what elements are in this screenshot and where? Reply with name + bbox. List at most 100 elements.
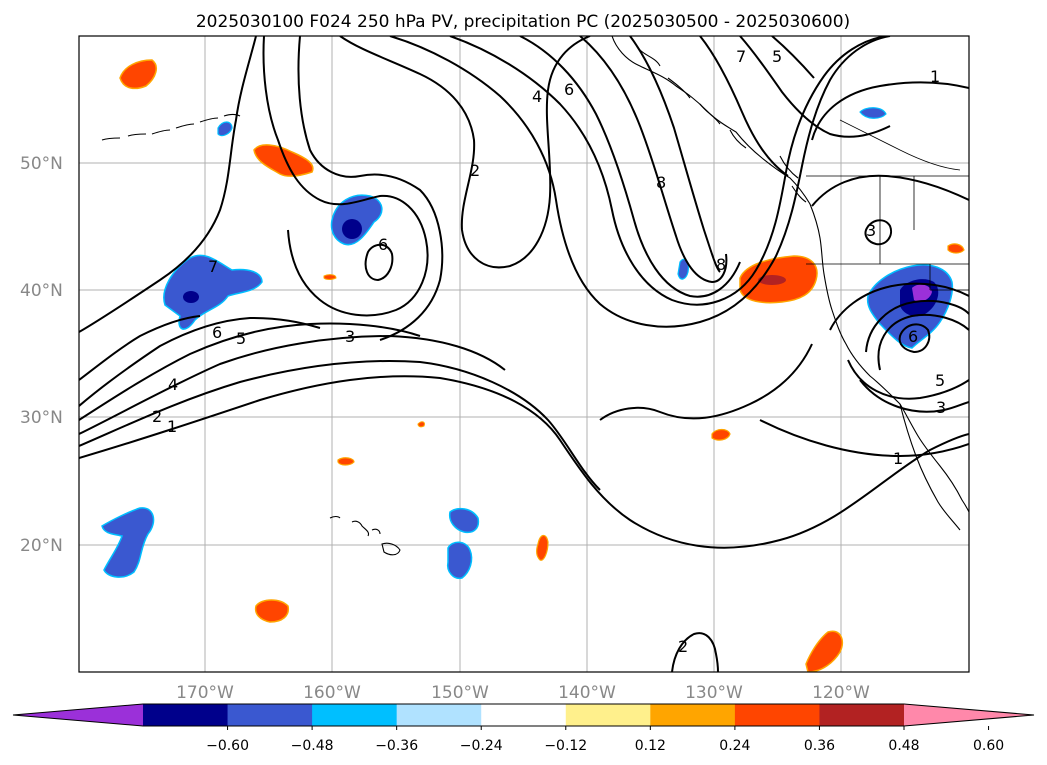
lat-label-50n: 50°N: [20, 154, 63, 174]
contour-4-main: [389, 36, 891, 328]
colorbar-segment: [481, 704, 567, 726]
colorbar: −0.60 −0.48 −0.36 −0.24 −0.12 0.12 0.24 0.36 0.4…: [12, 703, 1035, 754]
lon-label-160w: 160°W: [303, 683, 361, 703]
lat-label-40n: 40°N: [20, 281, 63, 301]
latitude-labels: 20°N 30°N 40°N 50°N: [20, 154, 63, 556]
colorbar-tick-label: 0.12: [635, 738, 666, 754]
pv-contours: [79, 36, 969, 672]
contour-cutoff-3: [847, 359, 969, 400]
lon-label-140w: 140°W: [558, 683, 616, 703]
contour-cutoff-4: [859, 379, 969, 413]
colorbar-tick-label: −0.48: [291, 738, 334, 754]
map-title: 2025030100 F024 250 hPa PV, precipitatio…: [196, 12, 850, 32]
lon-label-170w: 170°W: [176, 683, 234, 703]
contour-trough-west: [297, 36, 444, 341]
precip-neg-area-1: [163, 254, 263, 330]
contour-label: 1: [930, 67, 940, 86]
contour-label: 4: [532, 87, 542, 106]
colorbar-segment: [143, 704, 229, 726]
precip-neg-area-5: [446, 541, 473, 580]
aleutian-islands: [101, 113, 241, 141]
precip-pos-area-5: [805, 630, 844, 672]
colorbar-segment: [650, 704, 736, 726]
alaska-islands: [639, 49, 747, 149]
contour-cutoff-outer: [829, 282, 969, 331]
contour-label: 6: [212, 323, 222, 342]
contour-1-north: [811, 81, 969, 141]
contour-2-central: [339, 36, 591, 269]
precip-pos-area-8: [337, 457, 355, 466]
colorbar-extend-low: [13, 704, 143, 726]
colorbar-tick-label: −0.24: [460, 738, 503, 754]
precip-neg-area-6: [217, 121, 233, 137]
colorbar-tick-label: 0.48: [888, 738, 919, 754]
contour-6-main: [519, 36, 741, 298]
contour-5-north: [771, 36, 815, 79]
precip-neg-area-7: [859, 107, 887, 119]
contour-label: 1: [893, 449, 903, 468]
precip-neg-extreme-9: [912, 284, 932, 302]
colorbar-tick-label: 0.60: [973, 738, 1004, 754]
contour-label: 2: [152, 407, 162, 426]
contour-label: 3: [345, 327, 355, 346]
contour-label: 3: [866, 221, 876, 240]
colorbar-segment: [819, 704, 905, 726]
contour-4-south: [79, 322, 421, 421]
colorbar-segment: [396, 704, 482, 726]
precip-pos-core-3: [758, 275, 786, 285]
colorbar-tick-label: −0.36: [375, 738, 418, 754]
contour-2-south: [79, 360, 601, 491]
baja-california-coast: [899, 403, 961, 531]
map-area: [79, 36, 969, 672]
contour-label: 3: [936, 398, 946, 417]
precip-neg-area-3: [101, 507, 155, 578]
contour-label: 2: [678, 637, 688, 656]
hawaii-islands: [329, 515, 401, 556]
contour-ridge-loop: [262, 36, 429, 317]
colorbar-tick-label: −0.60: [206, 738, 249, 754]
colorbar-outline: [12, 703, 1035, 727]
contour-2-bottom: [671, 632, 719, 672]
map-frame: [78, 35, 970, 673]
contour-1-south: [79, 375, 969, 549]
contour-label: 6: [908, 327, 918, 346]
lat-label-20n: 20°N: [20, 536, 63, 556]
contour-8-north: [699, 36, 789, 177]
contour-label: 6: [378, 235, 388, 254]
precip-neg-area-8: [677, 258, 689, 280]
contour-5-main: [449, 36, 887, 306]
contour-label: 1: [167, 417, 177, 436]
colorbar-segment: [312, 704, 398, 726]
contour-3-south: [79, 334, 506, 435]
contour-label: 7: [208, 257, 218, 276]
lon-label-150w: 150°W: [431, 683, 489, 703]
colorbar-segment: [734, 704, 820, 726]
precip-pos-area-2: [253, 144, 314, 177]
contour-labels: 1 2 4 5 6 3 1 3 5 6 4 6 7 5 1 8 8 2 2 3 …: [152, 47, 946, 656]
contour-label: 8: [716, 255, 726, 274]
contour-5-south: [79, 316, 321, 407]
contour-7-north: [739, 36, 891, 138]
contour-label: 5: [935, 371, 945, 390]
contour-label: 6: [564, 80, 574, 99]
colorbar-segment: [565, 704, 651, 726]
precip-pos-area-6: [536, 534, 549, 561]
contour-2-ne: [811, 174, 969, 207]
precip-neg-core-1: [183, 291, 199, 303]
contour-west-ridge: [79, 36, 257, 333]
contour-cutoff-6: [877, 314, 969, 371]
colorbar-extend-high: [904, 704, 1034, 726]
precip-neg-area-4: [448, 507, 480, 534]
contour-closed-3: [864, 219, 892, 246]
precip-pos-area-4: [254, 599, 290, 623]
lat-label-30n: 30°N: [20, 408, 63, 428]
contour-7-main: [579, 36, 728, 284]
contour-cutoff-inner: [898, 323, 931, 354]
contour-cutoff-5: [865, 300, 969, 353]
colorbar-tick-label: 0.36: [804, 738, 835, 754]
precip-pos-area-9: [947, 243, 965, 254]
contour-label: 5: [772, 47, 782, 66]
precip-pos-area-1: [119, 59, 157, 90]
contour-closed-6: [364, 243, 394, 282]
